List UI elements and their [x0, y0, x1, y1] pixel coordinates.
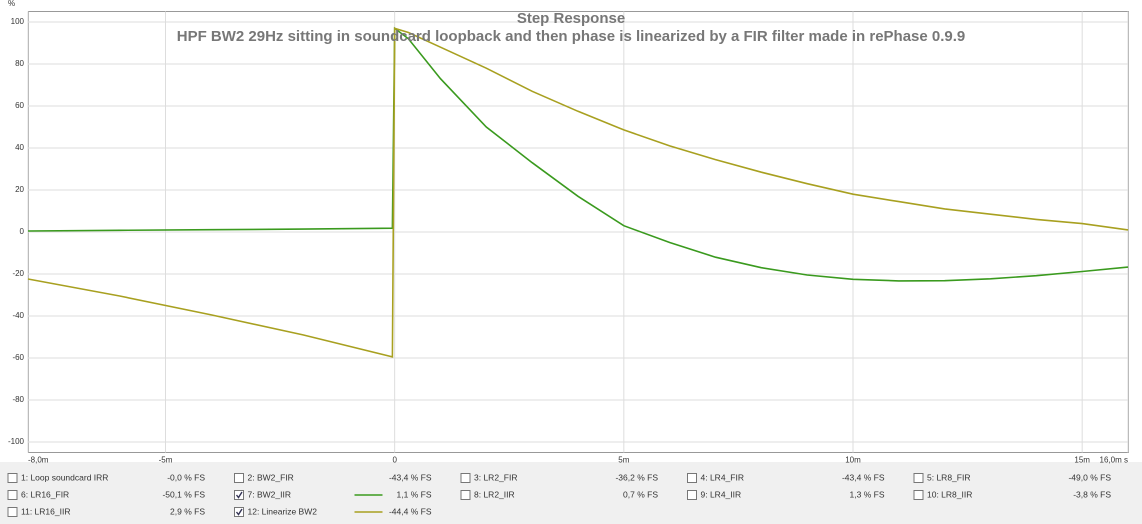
- legend-checkbox[interactable]: [913, 490, 924, 500]
- legend-label: 2: BW2_FIR: [248, 472, 294, 482]
- legend-label: 3: LR2_FIR: [474, 472, 517, 482]
- legend-panel: [0, 462, 1142, 524]
- legend-checkbox[interactable]: [913, 473, 924, 483]
- x-tick-label: 10m: [845, 456, 861, 465]
- legend-checkbox[interactable]: [234, 473, 244, 483]
- legend-readout: -3,8 % FS: [1073, 489, 1111, 499]
- y-tick-label: -40: [12, 311, 24, 320]
- x-tick-label: 0: [392, 456, 397, 465]
- legend-label: 8: LR2_IIR: [474, 489, 515, 499]
- legend-readout: -50,1 % FS: [162, 489, 205, 499]
- legend-readout: -0,0 % FS: [167, 472, 205, 482]
- legend-readout: -43,4 % FS: [389, 472, 432, 482]
- series-line: [27, 27, 1129, 358]
- legend-label: 10: LR8_IIR: [927, 489, 972, 499]
- legend-checkbox[interactable]: [234, 507, 244, 517]
- y-axis-label: %: [8, 0, 15, 8]
- legend-label: 4: LR4_FIR: [701, 472, 744, 482]
- legend-checkbox[interactable]: [687, 490, 697, 500]
- legend-readout: 1,1 % FS: [397, 489, 432, 499]
- y-tick-label: 0: [20, 227, 25, 236]
- legend-label: 12: Linearize BW2: [248, 506, 318, 516]
- y-tick-label: 20: [15, 185, 24, 194]
- y-tick-label: -100: [8, 437, 25, 446]
- legend-readout: -49,0 % FS: [1068, 472, 1111, 482]
- legend-readout: -36,2 % FS: [615, 472, 658, 482]
- legend-checkbox[interactable]: [234, 490, 244, 500]
- legend-readout: -43,4 % FS: [842, 472, 885, 482]
- legend-checkbox[interactable]: [7, 490, 18, 500]
- legend-checkbox[interactable]: [460, 490, 471, 500]
- y-tick-label: 100: [11, 17, 25, 26]
- chart-title: Step Response: [517, 10, 625, 27]
- legend-checkbox[interactable]: [687, 473, 697, 483]
- x-tick-label: 16,0m s: [1100, 456, 1128, 465]
- x-tick-label: 15m: [1074, 456, 1090, 465]
- legend-label: 9: LR4_IIR: [701, 489, 742, 499]
- legend-label: 5: LR8_FIR: [927, 472, 970, 482]
- legend-readout: 2,9 % FS: [170, 506, 205, 516]
- x-tick-label: -5m: [159, 456, 173, 465]
- y-tick-label: -20: [12, 269, 24, 278]
- checkmark: [235, 508, 243, 516]
- series-line: [27, 26, 1129, 282]
- plot: [27, 11, 1129, 453]
- legend-readout: -44,4 % FS: [389, 506, 432, 516]
- y-tick-label: -60: [12, 353, 24, 362]
- legend-checkbox[interactable]: [7, 507, 18, 517]
- legend: 1: Loop soundcard IRR -0,0 % FS 2: BW2_FIR…: [7, 472, 1111, 517]
- legend-label: 11: LR16_IIR: [21, 506, 70, 516]
- legend-checkbox[interactable]: [7, 473, 18, 483]
- y-tick-label: 40: [15, 143, 24, 152]
- chart-subtitle: HPF BW2 29Hz sitting in soundcard loopba…: [177, 28, 966, 45]
- legend-readout: 0,7 % FS: [623, 489, 658, 499]
- checkmark: [235, 491, 243, 499]
- legend-readout: 1,3 % FS: [850, 489, 885, 499]
- legend-label: 7: BW2_IIR: [248, 489, 291, 499]
- legend-label: 6: LR16_FIR: [21, 489, 69, 499]
- x-tick-label: -8,0m: [28, 456, 49, 465]
- x-tick-label: 5m: [618, 456, 629, 465]
- legend-checkbox[interactable]: [460, 473, 471, 483]
- legend-label: 1: Loop soundcard IRR: [21, 472, 108, 482]
- y-tick-label: 60: [15, 101, 24, 110]
- y-tick-label: 80: [15, 59, 24, 68]
- y-tick-label: -80: [12, 395, 24, 404]
